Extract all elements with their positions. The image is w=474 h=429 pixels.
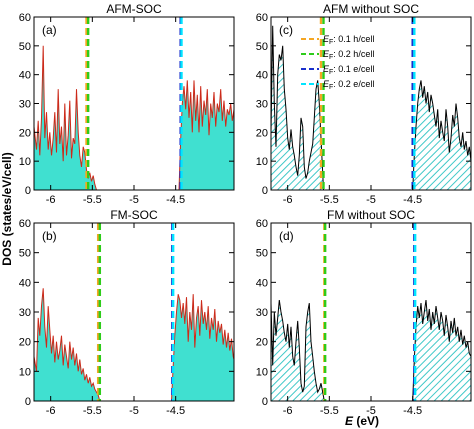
panel-label: (a) [42,23,57,37]
dos-curve-1 [271,25,324,190]
y-tick-label: 60 [256,12,268,24]
legend-entry: EF: 0.1 e/cell [323,64,374,76]
y-tick-label: 10 [256,366,268,378]
y-tick-label: 60 [19,218,31,230]
y-axis-label: DOS (states/eV/cell) [0,152,14,265]
y-tick-label: 20 [19,127,31,139]
y-tick-label: 30 [256,307,268,319]
x-tick-label: -5.5 [83,405,102,417]
x-tick-label: -4.5 [403,194,422,206]
x-tick-label: -5 [366,194,376,206]
panel-title: FM without SOC [327,208,415,222]
panel-title: AFM-SOC [106,2,162,16]
dos-panel-4: 0 10 20 30 40 50 60 -6 -5.5 -5 -4.5 FM without SOC (… [256,208,472,417]
dos-curve-1 [34,288,101,401]
x-axis-label-unit: (eV) [353,414,379,428]
plot-area [34,17,234,190]
x-tick-label: -5.5 [320,405,339,417]
legend-entry: EF: 0.2 h/cell [323,49,374,61]
y-tick-label: 0 [262,396,268,408]
panel-title: AFM without SOC [323,2,419,16]
y-tick-label: 20 [19,337,31,349]
y-tick-label: 60 [256,218,268,230]
panels: 0 10 20 30 40 50 60 -6 -5.5 -5 -4.5 AFM-SOC (a) 0 10 20… [19,2,472,417]
panel-title: FM-SOC [110,208,158,222]
x-tick-label: -5 [129,194,139,206]
y-tick-label: 10 [19,156,31,168]
y-tick-label: 0 [25,185,31,197]
legend-text: : 0.1 h/cell [333,34,374,44]
legend-entry: EF: 0.1 h/cell [323,34,374,46]
x-tick-label: -4.5 [166,194,185,206]
panel-label: (b) [42,229,57,243]
x-tick-label: -5.5 [83,194,102,206]
y-tick-label: 50 [19,248,31,260]
dos-curve-2 [412,80,471,190]
x-tick-label: -5 [366,405,376,417]
legend-subscript: F [329,84,333,91]
panel-label: (d) [279,229,294,243]
y-tick-label: 30 [19,99,31,111]
x-tick-label: -4.5 [166,405,185,417]
legend-subscript: F [329,39,333,46]
dos-panel-1: 0 10 20 30 40 50 60 -6 -5.5 -5 -4.5 AFM-SOC (a) [19,2,235,206]
y-tick-label: 60 [19,12,31,24]
legend-entry: EF: 0.2 e/cell [323,79,374,91]
y-tick-label: 50 [19,41,31,53]
legend-text: : 0.1 e/cell [333,64,374,74]
dos-area-1 [271,25,324,190]
y-tick-label: 50 [256,41,268,53]
dos-curve-2 [178,80,234,190]
x-axis-label-symbol: E [345,414,354,428]
dos-curve-2 [171,294,234,401]
x-tick-label: -6 [283,405,293,417]
y-tick-label: 10 [19,366,31,378]
y-tick-label: 30 [256,99,268,111]
x-tick-label: -6 [46,194,56,206]
legend-subscript: F [329,69,333,76]
x-tick-label: -6 [46,405,56,417]
legend-text: : 0.2 e/cell [333,79,374,89]
x-tick-label: -6 [283,194,293,206]
plot-area [34,223,234,401]
y-tick-label: 20 [256,127,268,139]
y-tick-label: 40 [256,277,268,289]
legend-symbol: E [323,49,330,59]
legend-symbol: E [323,79,330,89]
y-tick-label: 10 [256,156,268,168]
plot-area [271,17,471,190]
y-tick-label: 40 [19,277,31,289]
dos-area-2 [412,300,471,401]
legend-subscript: F [329,54,333,61]
x-tick-label: -5 [129,405,139,417]
y-tick-label: 50 [256,248,268,260]
plot-area [271,223,471,401]
x-tick-label: -5.5 [320,194,339,206]
panel-label: (c) [279,23,293,37]
dos-area-2 [179,80,234,190]
x-tick-label: -4.5 [403,405,422,417]
y-tick-label: 30 [19,307,31,319]
y-tick-label: 40 [19,70,31,82]
legend-symbol: E [323,64,330,74]
dos-panel-3: 0 10 20 30 40 50 60 -6 -5.5 -5 -4.5 FM-SOC (b) [19,208,235,417]
legend-text: : 0.2 h/cell [333,49,374,59]
x-axis-label: E (eV) [345,414,379,428]
dos-panel-2: 0 10 20 30 40 50 60 -6 -5.5 -5 -4.5 AFM without SOC… [256,2,472,206]
y-tick-label: 0 [25,396,31,408]
dos-area-1 [271,300,325,401]
dos-curve-2 [412,300,471,401]
legend-symbol: E [323,34,330,44]
y-tick-label: 40 [256,70,268,82]
dos-curve-1 [271,300,325,401]
y-tick-label: 0 [262,185,268,197]
y-tick-label: 20 [256,337,268,349]
